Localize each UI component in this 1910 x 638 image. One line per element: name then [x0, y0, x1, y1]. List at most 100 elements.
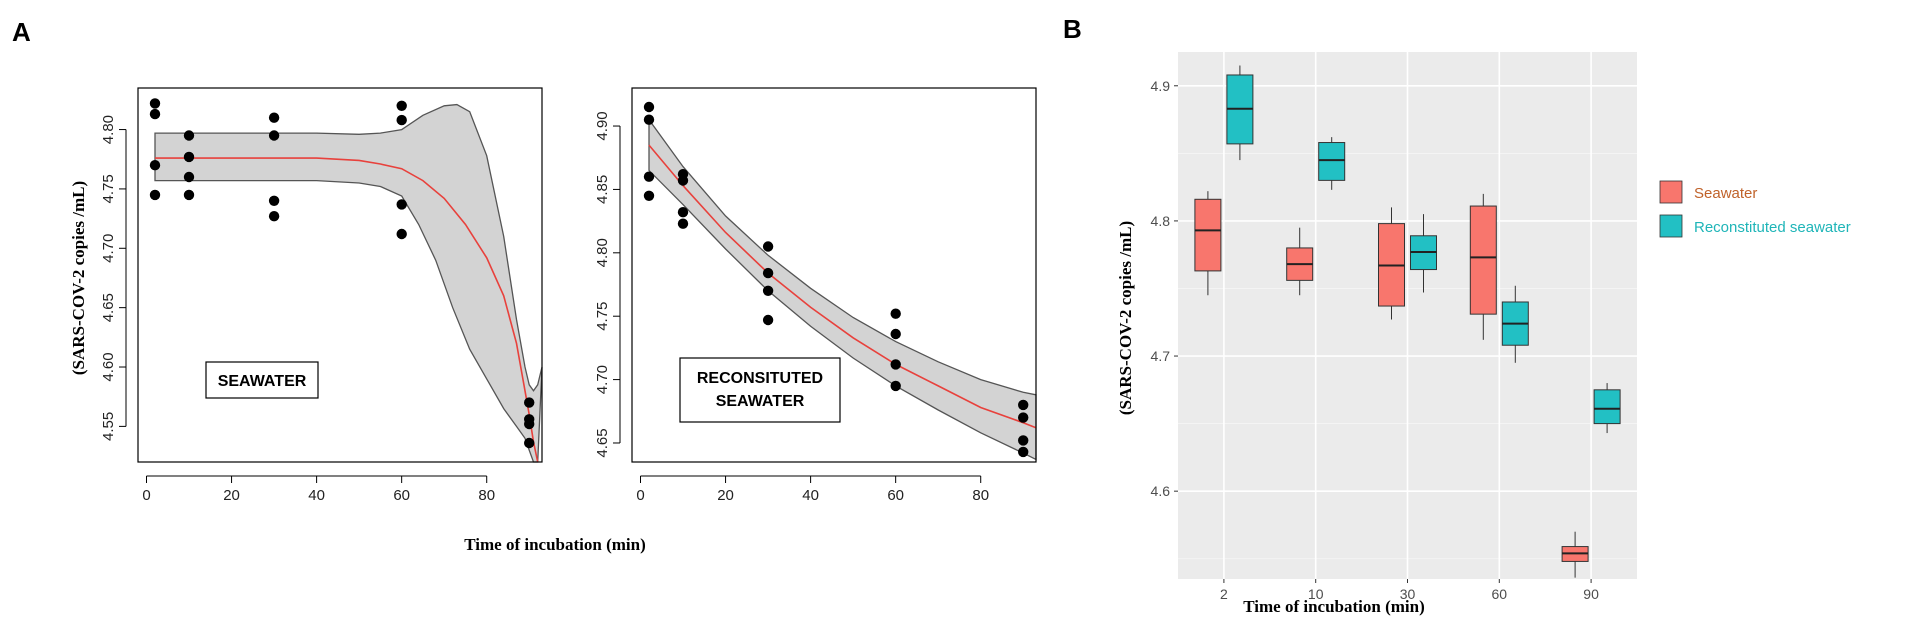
a1-point-11 [268, 211, 280, 222]
a1-y-tick-label-0: 4.55 [100, 412, 117, 441]
a1-point-16 [524, 397, 535, 408]
b-box-reconstituted-10 [1318, 137, 1346, 190]
a2-x-axis: 0 20 40 60 80 [636, 475, 989, 504]
b-box-seawater-60 [1469, 193, 1497, 340]
a2-x-tick-label-0: 0 [636, 487, 644, 504]
a1-panel-label: SEAWATER [218, 373, 307, 390]
legend-key-reconstituted-seawater [1659, 214, 1683, 238]
a1-x-tick-label-40: 40 [308, 487, 325, 504]
a1-x-tick-label-60: 60 [393, 487, 410, 504]
b-y-axis: 4.6 4.7 4.8 4.9 [1151, 78, 1178, 499]
a2-x-tick-label-20: 20 [717, 487, 734, 504]
a1-point-5 [183, 151, 195, 163]
b-x-axis: 2 10 30 60 90 [1220, 579, 1599, 602]
a2-point-1 [643, 114, 655, 125]
a2-point-0 [643, 101, 655, 113]
legend-label-seawater: Seawater [1694, 185, 1757, 202]
a2-y-tick-label-3: 4.80 [594, 238, 611, 267]
b-x-axis-title: Time of incubation (min) [1243, 597, 1425, 616]
a2-point-9 [762, 267, 774, 279]
a2-point-3 [643, 190, 655, 201]
panel-a-y-axis-title: (SARS-COV-2 copies /mL) [69, 181, 88, 375]
a2-y-tick-label-4: 4.85 [594, 175, 611, 204]
a1-label-box [205, 361, 319, 399]
b-y-tick-label-3: 4.9 [1151, 78, 1171, 94]
b-box-iqr [1318, 142, 1346, 181]
a1-x-tick-label-20: 20 [223, 487, 240, 504]
a1-point-2 [149, 160, 161, 171]
a1-point-4 [183, 130, 195, 141]
b-y-axis-title: (SARS-COV-2 copies /mL) [1116, 221, 1135, 415]
b-x-tick-label-2: 2 [1220, 586, 1228, 602]
legend-label-reconstituted-seawater: Reconstituted seawater [1694, 219, 1851, 236]
a1-x-tick-label-80: 80 [478, 487, 495, 504]
a1-point-3 [149, 189, 161, 201]
a1-point-12 [396, 100, 407, 112]
a2-point-6 [677, 207, 689, 218]
b-box-seawater-10 [1286, 227, 1314, 296]
a1-point-0 [149, 98, 161, 109]
b-box-reconstituted-2 [1226, 65, 1254, 161]
panel-b-boxplot: 4.6 4.7 4.8 4.9 2 10 30 60 90 (SARS-COV-2 copie… [1116, 52, 1851, 616]
b-y-tick-label-1: 4.7 [1151, 348, 1171, 364]
a2-point-5 [677, 175, 689, 186]
b-x-tick-label-30: 30 [1400, 586, 1416, 602]
a1-y-tick-label-2: 4.65 [100, 293, 117, 322]
a1-point-19 [524, 437, 535, 449]
a2-point-11 [762, 314, 774, 326]
b-x-tick-label-60: 60 [1492, 586, 1508, 602]
b-legend: Seawater Reconstituted seawater [1659, 180, 1851, 238]
b-box-iqr [1593, 389, 1621, 425]
a2-point-12 [890, 308, 901, 319]
a1-point-14 [396, 199, 407, 210]
a2-point-17 [1018, 412, 1029, 423]
a2-y-tick-label-1: 4.70 [594, 365, 611, 394]
a1-y-axis: 4.55 4.60 4.65 4.70 4.75 4.80 [100, 115, 127, 441]
b-box-iqr [1469, 205, 1497, 315]
b-gridlines [1178, 52, 1637, 579]
a1-point-13 [396, 114, 407, 126]
b-box-seawater-90 [1561, 531, 1589, 578]
b-x-tick-label-10: 10 [1308, 586, 1324, 602]
a1-y-tick-label-1: 4.60 [100, 352, 117, 381]
a2-y-tick-label-2: 4.75 [594, 302, 611, 331]
b-boxes [1194, 65, 1621, 578]
a2-point-18 [1018, 435, 1029, 446]
panel-a2-reconstituted-plot: 0 20 40 60 80 4.65 4.70 4.75 4.80 4.85 4.90 RECON… [594, 87, 1037, 504]
a1-point-10 [268, 195, 280, 206]
a2-point-14 [890, 359, 901, 370]
a1-point-18 [524, 418, 535, 430]
a2-x-tick-label-60: 60 [887, 487, 904, 504]
legend-key-seawater [1659, 180, 1683, 204]
b-x-tick-label-90: 90 [1583, 586, 1599, 602]
a1-y-tick-label-4: 4.75 [100, 174, 117, 203]
b-box-seawater-30 [1378, 207, 1405, 320]
a2-point-10 [762, 285, 774, 296]
a2-data-points [643, 101, 1029, 458]
a2-point-7 [677, 218, 689, 229]
b-box-reconstituted-60 [1501, 285, 1529, 363]
b-box-seawater-2 [1194, 191, 1222, 296]
a1-confidence-band [154, 103, 543, 463]
a1-point-1 [149, 108, 161, 120]
a1-point-15 [396, 228, 407, 240]
a1-x-tick-label-0: 0 [142, 487, 150, 504]
a2-x-tick-label-40: 40 [802, 487, 819, 504]
a2-y-axis: 4.65 4.70 4.75 4.80 4.85 4.90 [594, 111, 621, 458]
panel-a-x-axis-title: Time of incubation (min) [464, 535, 646, 554]
a2-label-box [679, 357, 841, 423]
a1-point-9 [268, 130, 280, 141]
a1-point-7 [183, 189, 195, 201]
a2-panel-label-line-1: RECONSITUTED [697, 370, 823, 387]
a2-point-8 [762, 241, 774, 252]
a2-y-tick-label-0: 4.65 [594, 428, 611, 457]
a2-y-tick-label-5: 4.90 [594, 111, 611, 140]
a2-fit-line [648, 144, 1037, 429]
a1-point-6 [183, 171, 195, 183]
a2-point-13 [890, 328, 901, 340]
a2-panel-label-line-2: SEAWATER [716, 393, 805, 410]
a1-y-tick-label-3: 4.70 [100, 234, 117, 263]
a1-y-tick-label-5: 4.80 [100, 115, 117, 144]
b-y-tick-label-0: 4.6 [1151, 483, 1171, 499]
